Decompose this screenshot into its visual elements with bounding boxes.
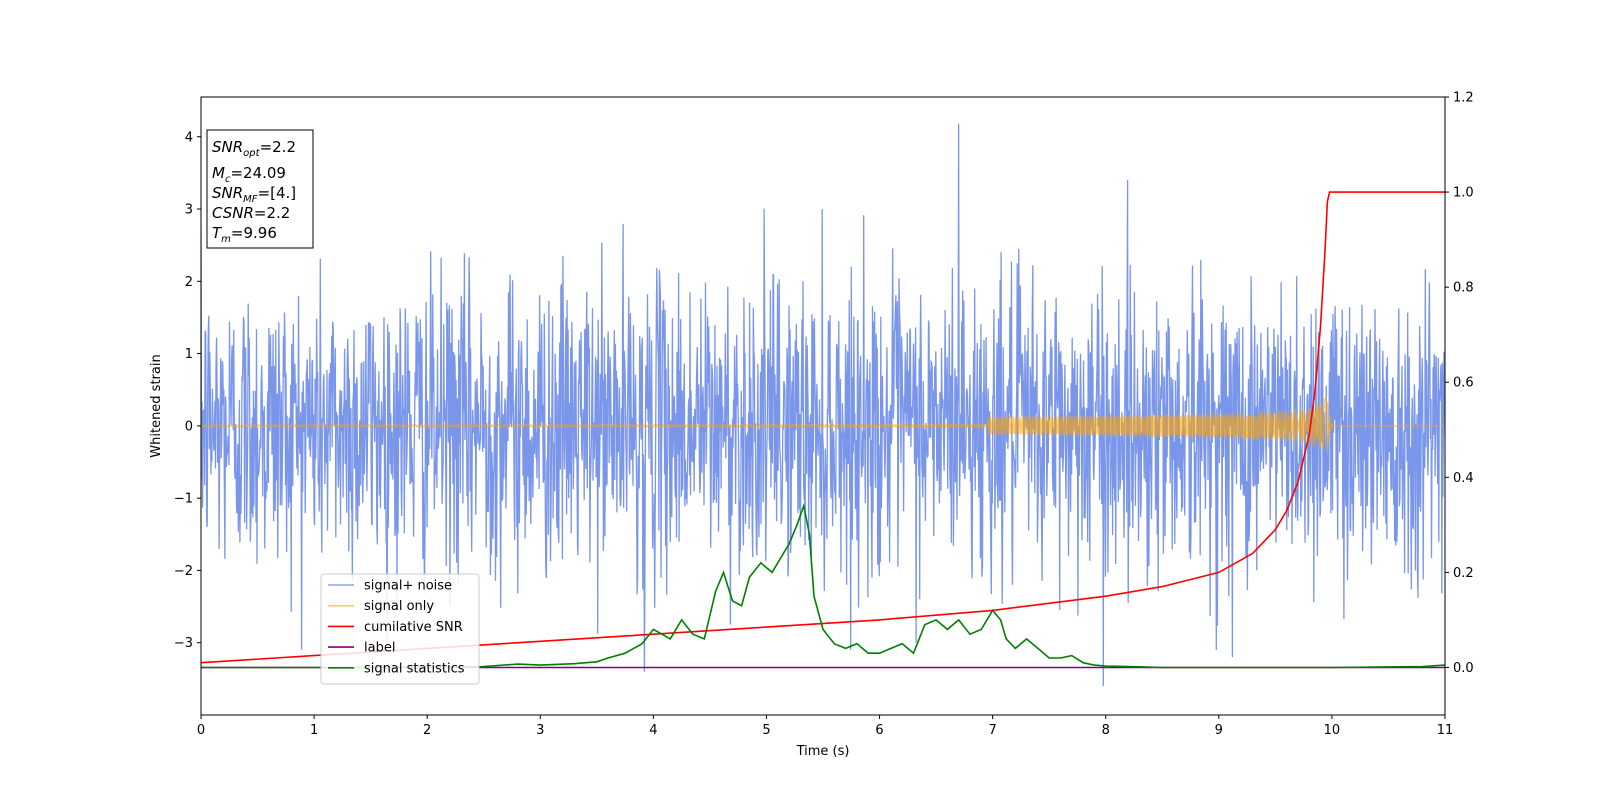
annotation-snr-mf: SNRMF=[4.] — [212, 184, 296, 205]
x-axis-label: Time (s) — [796, 744, 850, 759]
y-tick-label: 3 — [185, 203, 193, 218]
y2-tick-label: 0.0 — [1453, 661, 1474, 676]
series-signal-statistics — [201, 502, 1445, 669]
x-tick-label: 8 — [1102, 723, 1110, 738]
legend-frame — [320, 573, 480, 685]
y-tick-label: −1 — [174, 492, 193, 507]
x-tick-label: 9 — [1215, 723, 1223, 738]
y2-tick-label: 1.2 — [1453, 91, 1474, 106]
stats-annotation-box: SNRopt=2.2 Mc=24.09 SNRMF=[4.] CSNR=2.2 … — [206, 129, 314, 249]
annotation-snr-opt: SNRopt=2.2 — [212, 138, 296, 159]
x-tick-label: 1 — [310, 723, 318, 738]
y2-tick-label: 0.8 — [1453, 281, 1474, 296]
series-signal-noise — [201, 123, 1445, 687]
annotation-csnr: CSNR=2.2 — [212, 204, 290, 222]
x-tick-label: 2 — [423, 723, 431, 738]
legend-label: signal+ noise — [364, 579, 452, 594]
legend-label: label — [364, 641, 395, 656]
y-tick-label: −2 — [174, 564, 193, 579]
legend: signal+ noise signal only cumilative SNR la… — [320, 573, 480, 685]
y-tick-label: 2 — [185, 275, 193, 290]
x-tick-label: 10 — [1324, 723, 1341, 738]
series-signal-only — [201, 394, 1445, 451]
x-tick-label: 0 — [197, 723, 205, 738]
x-tick-label: 4 — [649, 723, 657, 738]
y-axis-label: Whitened strain — [149, 354, 164, 457]
axes: 0 1 2 3 4 5 6 7 8 9 10 11 −3 −2 −1 0 1 2 3 4 0.0 0.2 0.4 0.6 0.8… — [174, 91, 1474, 739]
annotation-mc: Mc=24.09 — [212, 164, 286, 185]
x-tick-label: 7 — [988, 723, 996, 738]
annotation-frame — [206, 129, 314, 249]
legend-label: signal statistics — [364, 661, 465, 676]
x-tick-label: 5 — [762, 723, 770, 738]
annotation-tm: Tm=9.96 — [212, 224, 277, 245]
y2-tick-label: 0.4 — [1453, 471, 1474, 486]
x-tick-label: 11 — [1437, 723, 1454, 738]
y-tick-label: −3 — [174, 636, 193, 651]
series-cumilative-snr — [201, 191, 1445, 664]
legend-label: cumilative SNR — [364, 620, 463, 635]
legend-label: signal only — [364, 599, 434, 614]
plot-frame — [200, 96, 1446, 716]
y-tick-label: 1 — [185, 347, 193, 362]
y2-tick-label: 0.6 — [1453, 376, 1474, 391]
y-tick-label: 4 — [185, 130, 193, 145]
y-tick-label: 0 — [185, 419, 193, 434]
x-tick-label: 6 — [875, 723, 883, 738]
y2-tick-label: 0.2 — [1453, 566, 1474, 581]
x-tick-label: 3 — [536, 723, 544, 738]
y2-tick-label: 1.0 — [1453, 186, 1474, 201]
